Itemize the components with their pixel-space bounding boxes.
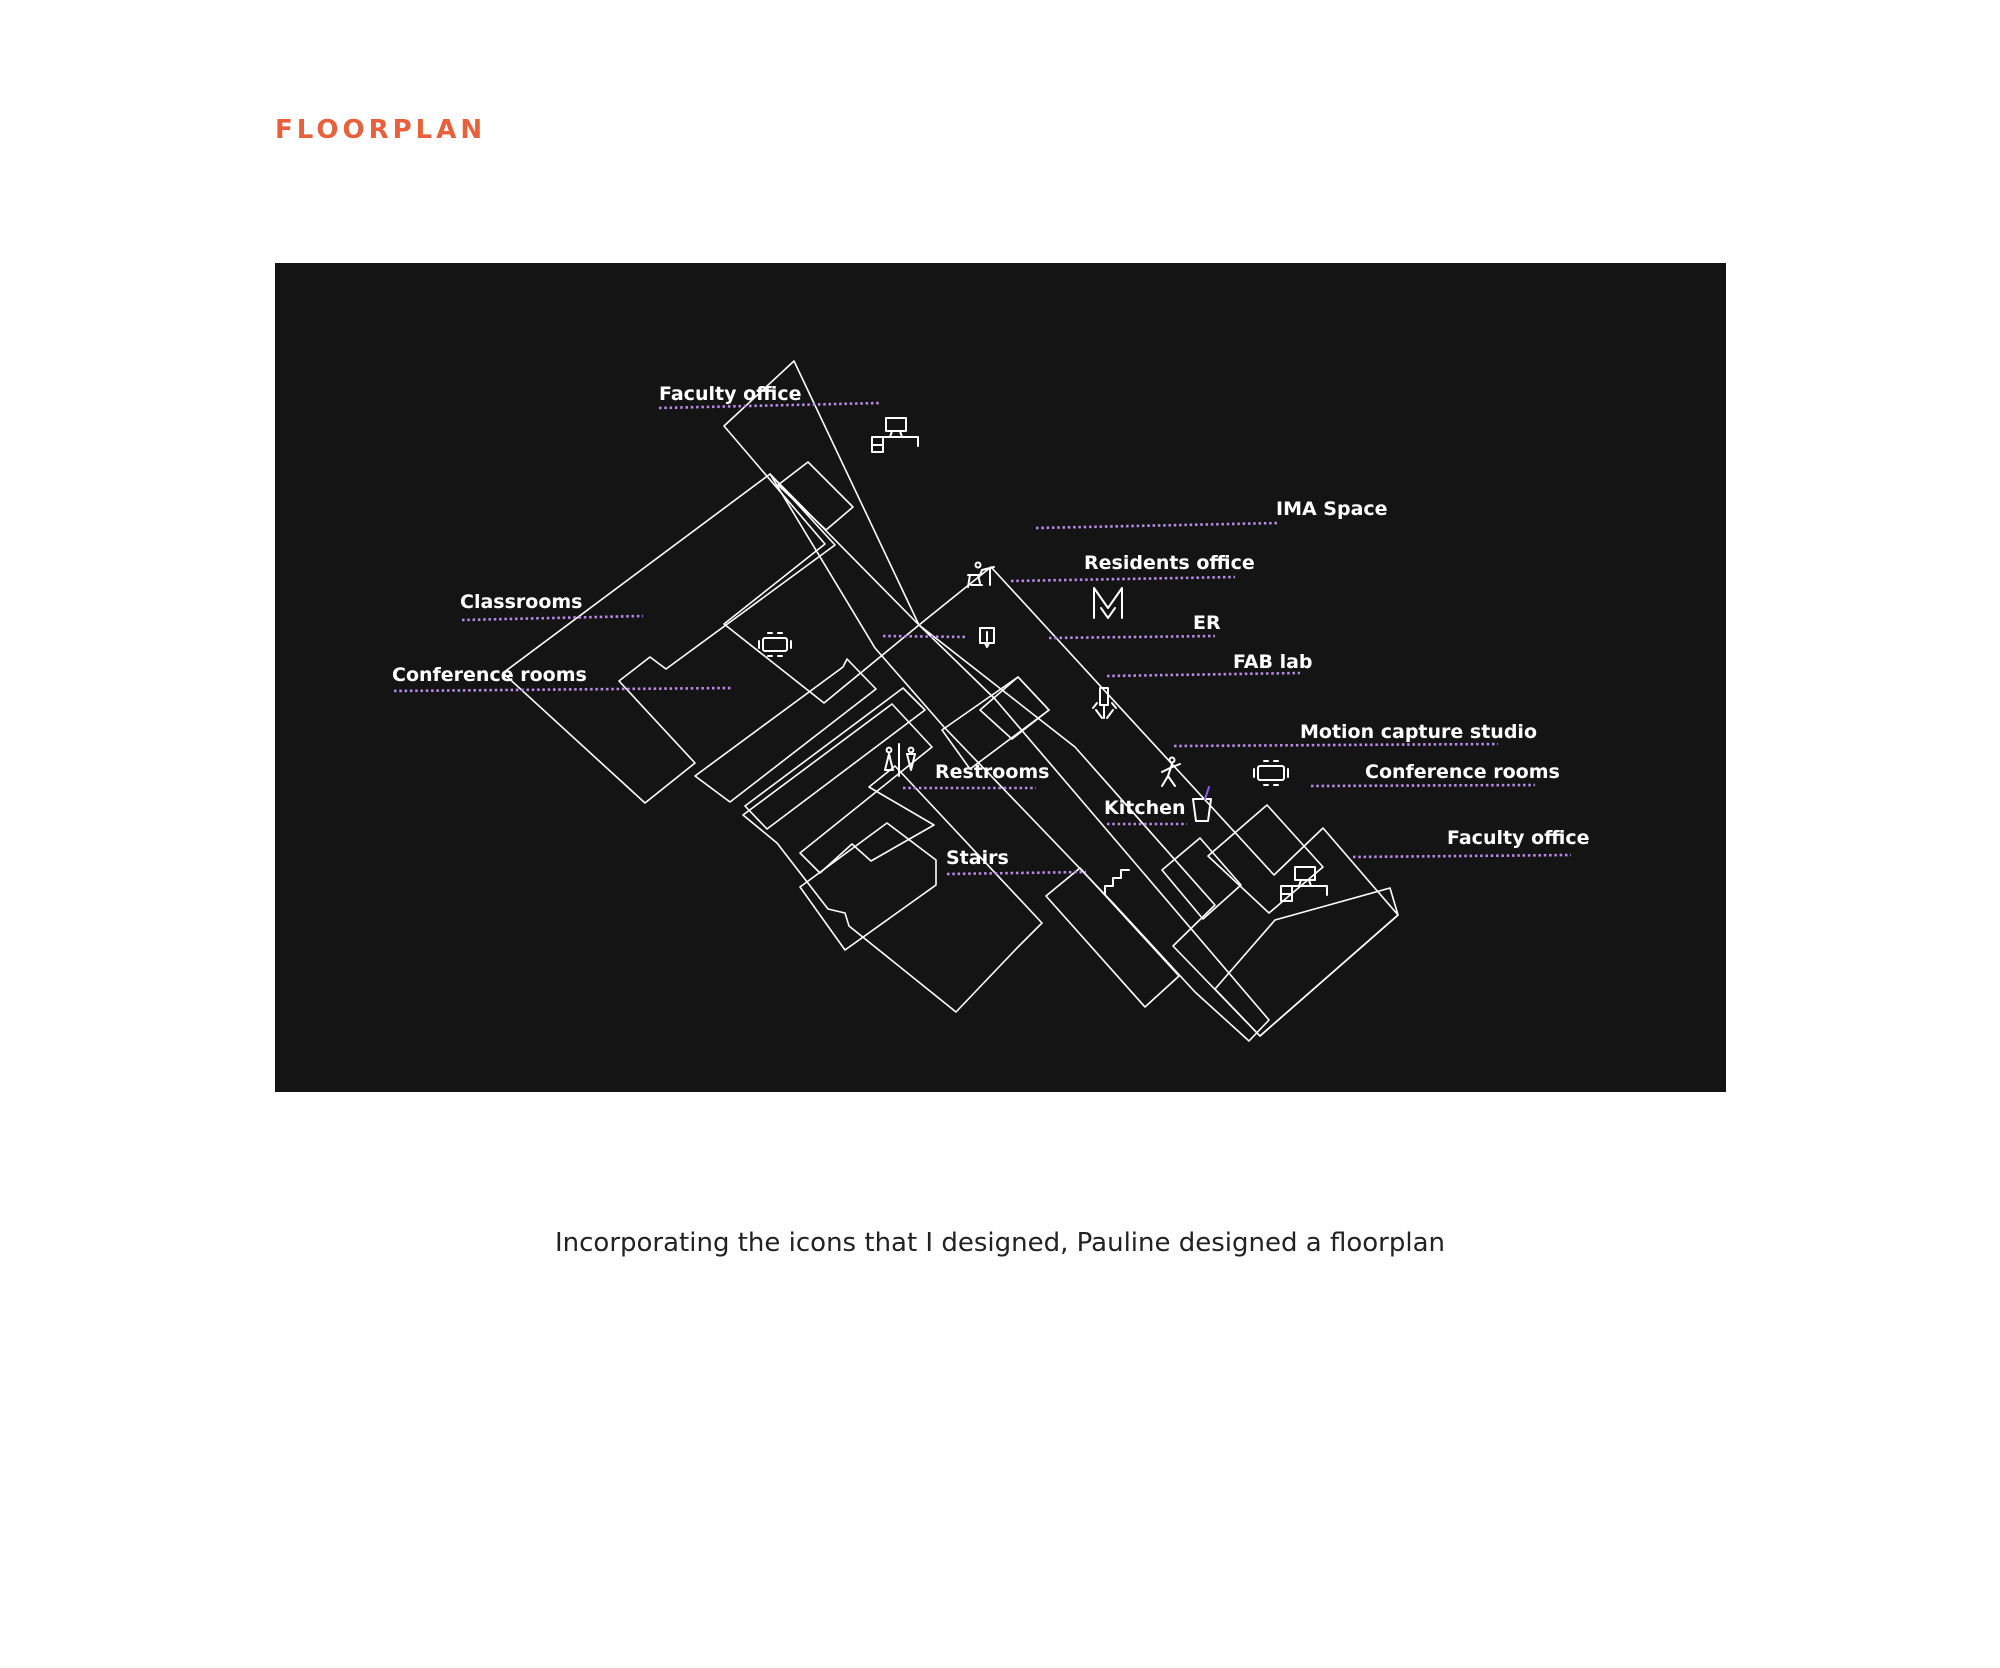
label-fab-lab: FAB lab	[1233, 651, 1313, 673]
leader-conference-rooms-left	[393, 686, 733, 693]
soldering-iron-icon	[1092, 687, 1117, 719]
page-heading: FLOORPLAN	[275, 115, 487, 145]
restroom-icon	[884, 743, 916, 777]
leader-stairs	[946, 870, 1087, 876]
leader-er	[1048, 634, 1216, 640]
leader-er-pointer	[882, 634, 968, 639]
desk-computer-icon	[871, 417, 919, 453]
label-motion-capture-studio: Motion capture studio	[1300, 721, 1537, 743]
wall-motion-capture	[1207, 804, 1324, 914]
wall-faculty-office-top	[723, 360, 920, 704]
cup-icon	[1192, 786, 1212, 822]
label-faculty-office-top: Faculty office	[659, 383, 801, 405]
label-residents-office: Residents office	[1084, 552, 1255, 574]
conference-table-icon-left	[758, 632, 792, 657]
label-conference-rooms-left: Conference rooms	[392, 664, 587, 686]
wall-stairs	[1045, 867, 1180, 1008]
leader-motion-capture-studio	[1173, 742, 1499, 748]
floorplan-leaders	[393, 401, 1572, 876]
label-classrooms: Classrooms	[460, 591, 582, 613]
leader-conference-rooms-right	[1310, 783, 1536, 788]
wall-er-room	[979, 676, 1050, 740]
running-figure-icon	[1161, 756, 1181, 787]
caption: Incorporating the icons that I designed,…	[554, 1228, 1445, 1258]
leader-residents-office	[1010, 575, 1236, 583]
ima-logo-icon	[1093, 587, 1123, 619]
label-restrooms: Restrooms	[935, 761, 1050, 783]
floorplan-diagram: Faculty office IMA Space Residents offic…	[392, 360, 1589, 1042]
label-faculty-office-bottom: Faculty office	[1447, 827, 1589, 849]
stairs-icon	[1104, 869, 1130, 895]
leader-faculty-office-bottom	[1352, 853, 1572, 859]
leader-fab-lab	[1106, 671, 1301, 678]
desk-computer-icon-bottom	[1280, 866, 1328, 902]
info-board-icon	[979, 627, 995, 648]
wall-classroom-inner	[744, 687, 926, 830]
label-stairs: Stairs	[946, 847, 1009, 869]
wall-restroom-block	[742, 703, 1043, 1013]
floorplan-walls	[502, 360, 1399, 1042]
floorplan-labels: Faculty office IMA Space Residents offic…	[392, 383, 1589, 869]
leader-ima-space	[1035, 521, 1279, 530]
wall-faculty-office-bottom	[1214, 887, 1399, 1037]
conference-table-icon-right	[1253, 760, 1289, 786]
wall-classroom-outer	[694, 658, 877, 803]
floorplan-icons	[758, 417, 1328, 902]
label-ima-space: IMA Space	[1276, 498, 1388, 520]
leader-classrooms	[461, 614, 644, 622]
label-er: ER	[1193, 612, 1221, 634]
person-at-desk-icon	[967, 561, 995, 588]
wall-long-corridor	[769, 473, 1270, 1042]
wall-restroom-inner	[799, 822, 937, 951]
floorplan-figure: Faculty office IMA Space Residents offic…	[275, 263, 1726, 1092]
label-kitchen: Kitchen	[1104, 797, 1186, 819]
wall-kitchen	[1161, 837, 1242, 920]
label-conference-rooms-right: Conference rooms	[1365, 761, 1560, 783]
wall-small-room-top	[777, 461, 854, 531]
